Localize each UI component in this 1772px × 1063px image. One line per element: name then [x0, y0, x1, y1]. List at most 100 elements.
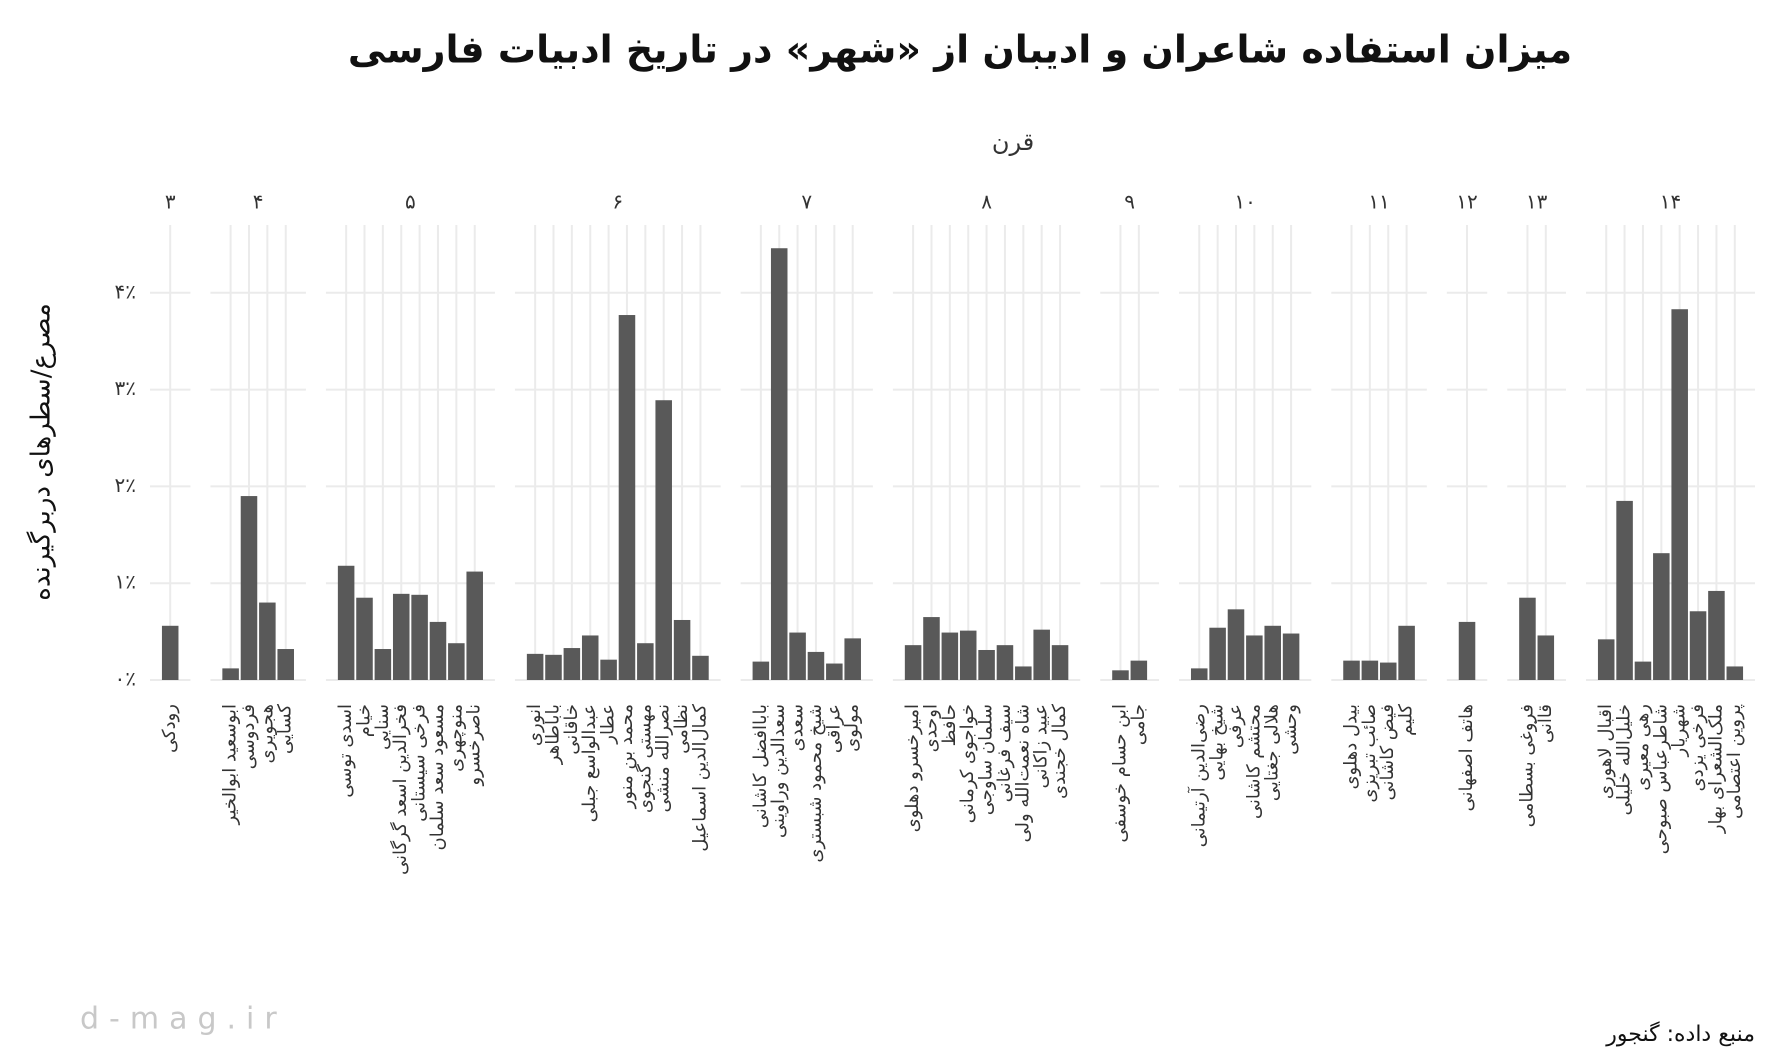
bar	[807, 651, 825, 680]
x-tick-label: جامی	[1128, 704, 1149, 745]
x-tick-label: وحشی	[1280, 704, 1301, 755]
bar	[978, 649, 995, 680]
x-tick-label: مهستی گنجوی	[633, 704, 655, 813]
bar	[526, 653, 544, 680]
bar	[923, 617, 940, 680]
x-tick-label: محمد بن منور	[616, 704, 637, 809]
x-tick-label: انوری	[524, 704, 545, 746]
x-tick-label: کمال خجندی	[1049, 704, 1070, 799]
facet-label: ۱۲	[1456, 190, 1477, 214]
facet-axis-title: قرن	[992, 128, 1034, 156]
y-tick-label: ۳٪	[115, 376, 136, 400]
facet-label: ۵	[405, 190, 416, 214]
bar	[356, 597, 373, 680]
bar	[411, 594, 428, 680]
x-tick-label: شیخ محمود شبستری	[805, 704, 826, 863]
bar	[222, 668, 239, 680]
x-tick-label: عطار	[598, 704, 619, 745]
bar	[259, 602, 276, 680]
bar	[1343, 660, 1360, 680]
x-tick-label: باباافضل کاشانی	[750, 704, 771, 828]
chart-title: میزان استفاده شاعران و ادیبان از «شهر» د…	[348, 28, 1572, 73]
x-tick-label: شیخ بهایی	[1207, 704, 1228, 781]
bar	[392, 593, 410, 680]
bar	[1671, 309, 1688, 680]
bar	[959, 630, 977, 680]
bar	[1033, 629, 1050, 680]
x-tick-label: کلیم	[1396, 704, 1417, 736]
x-tick-label: فردوسی	[238, 704, 259, 769]
x-tick-label: عرفی	[1225, 704, 1246, 748]
bar	[1616, 500, 1633, 680]
x-tick-label: ابن حسام خوسفی	[1109, 704, 1130, 843]
grid	[150, 225, 1755, 681]
facet-label: ۱۴	[1660, 190, 1681, 214]
bar	[1597, 639, 1615, 680]
bar	[1282, 633, 1300, 680]
bar	[429, 621, 447, 680]
bar	[1458, 621, 1476, 680]
x-tick-label: باباطاهر	[542, 704, 563, 765]
bar	[1519, 597, 1536, 680]
source: منبع داده: گنجور	[1605, 1021, 1755, 1047]
x-tick-label: نظامی	[671, 704, 692, 754]
x-tick-label: شاه نعمت‌الله ولی	[1012, 704, 1033, 843]
x-tick-label: صائب تبریزی	[1359, 704, 1380, 803]
y-tick-label: ۱٪	[115, 570, 136, 594]
x-tick-label: کمال‌الدین اسماعیل	[689, 704, 710, 852]
x-tick-label: پروین اعتصامی	[1724, 704, 1745, 819]
x-tick-label: عراقی	[823, 704, 844, 753]
bar	[941, 632, 959, 680]
y-axis-title: مصرع/سطرهای دربرگیرنده	[26, 303, 57, 601]
bar	[1361, 660, 1379, 680]
bar	[1689, 611, 1707, 680]
bar	[1653, 553, 1670, 680]
x-tick-label: هاتف اصفهانی	[1456, 704, 1477, 812]
facet-label: ۴	[253, 190, 264, 214]
bar	[673, 619, 691, 680]
x-tick-label: ابوسعید ابوالخیر	[220, 704, 241, 825]
x-tick-label: فروغی بسطامی	[1516, 704, 1537, 827]
x-tick-label: اوحدی	[920, 704, 941, 752]
facet-label: ۳	[165, 190, 176, 214]
bar	[161, 625, 179, 680]
x-tick-label: شهریار	[1669, 704, 1690, 758]
bar	[844, 638, 861, 680]
y-tick-label: ۰٪	[115, 667, 136, 691]
x-tick-label: خواجوی کرمانی	[957, 704, 978, 823]
facet-label: ۱۱	[1368, 190, 1389, 214]
bar	[240, 496, 258, 680]
bar	[545, 654, 562, 680]
bar	[581, 635, 599, 680]
x-tick-label: خیام	[354, 704, 375, 737]
x-tick-label: کسایی	[275, 704, 296, 755]
facet-label: ۷	[801, 190, 812, 214]
bar	[1015, 666, 1032, 680]
bar	[1726, 666, 1744, 680]
facet-label: ۱۰	[1234, 190, 1255, 214]
x-tick-label: رودکی	[159, 704, 180, 753]
bar	[1379, 662, 1397, 680]
facet-label: ۱۳	[1526, 190, 1548, 214]
x-tick-label: خاقانی	[561, 704, 582, 755]
bar	[637, 643, 654, 680]
bar	[1264, 625, 1281, 680]
bar	[277, 649, 294, 680]
bar	[1398, 625, 1415, 680]
x-tick-label: خلیل‌الله خلیلی	[1614, 704, 1635, 815]
x-tick-label: هجویری	[256, 704, 277, 763]
bar	[1190, 668, 1208, 680]
facet-label: ۹	[1124, 190, 1135, 214]
bar	[1130, 660, 1148, 680]
y-tick-label: ۴٪	[115, 279, 136, 303]
bar	[789, 632, 806, 680]
x-tick-label: سعدالدین وراوینی	[768, 704, 789, 838]
bar	[448, 643, 465, 680]
x-tick-label: فیض کاشانی	[1377, 704, 1398, 800]
x-tick-label: امیرخسرو دهلوی	[902, 704, 923, 832]
x-tick-label: ملک‌الشعرای بهار	[1705, 704, 1726, 834]
bar	[1708, 590, 1725, 680]
bar	[1051, 645, 1069, 680]
bar	[1112, 670, 1129, 680]
